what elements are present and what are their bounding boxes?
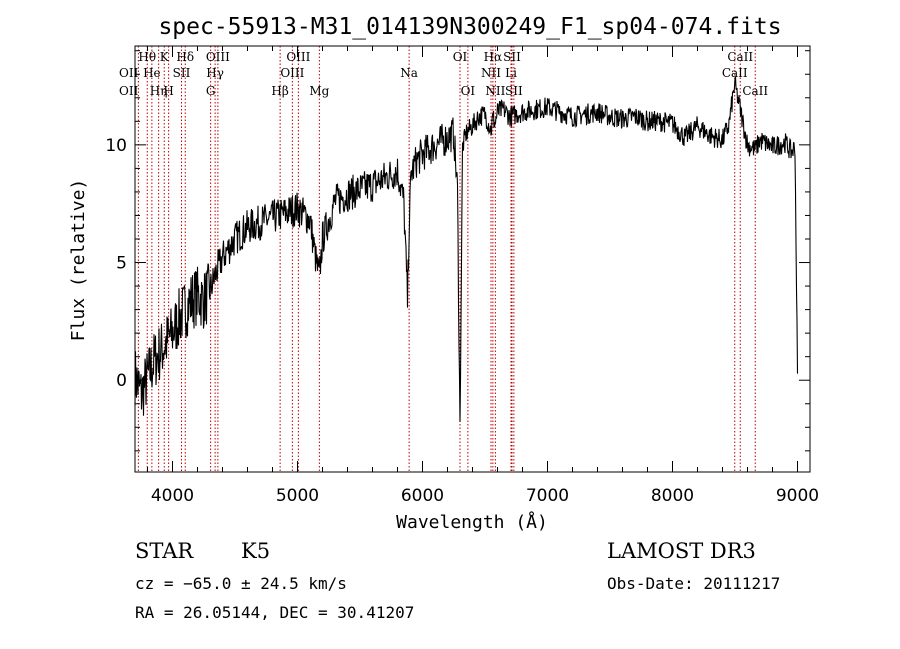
marker-label: NII bbox=[481, 66, 501, 80]
marker-label: SII bbox=[505, 84, 523, 98]
marker-label: Hγ bbox=[206, 66, 224, 80]
y-tick-label: 5 bbox=[116, 254, 127, 274]
marker-label: OIII bbox=[286, 50, 310, 64]
marker-label: Hθ bbox=[138, 50, 156, 64]
y-axis-label: Flux (relative) bbox=[68, 179, 89, 342]
axis-ticks bbox=[135, 46, 810, 472]
plot-frame bbox=[134, 45, 811, 473]
survey-name: LAMOST DR3 bbox=[607, 539, 756, 563]
x-tick-label: 5000 bbox=[276, 486, 319, 506]
marker-label: OII bbox=[119, 84, 139, 98]
x-tick-label: 6000 bbox=[401, 486, 444, 506]
marker-label: OIII bbox=[206, 50, 230, 64]
marker-label: NII bbox=[485, 84, 505, 98]
sky-coordinates: RA = 26.05144, DEC = 30.41207 bbox=[135, 603, 415, 622]
marker-label: Hβ bbox=[271, 84, 288, 98]
marker-label: SII bbox=[503, 50, 521, 64]
emission-line-markers bbox=[137, 46, 756, 472]
y-tick-label: 10 bbox=[105, 136, 127, 156]
marker-label: Hα bbox=[484, 50, 503, 64]
marker-label: OIII bbox=[280, 66, 304, 80]
observation-date: Obs-Date: 20111217 bbox=[607, 574, 781, 593]
marker-label: CaII bbox=[722, 66, 748, 80]
x-tick-label: 9000 bbox=[776, 486, 819, 506]
axis-tick-labels: 4000 5000 6000 7000 8000 9000 0 5 10 bbox=[105, 136, 819, 506]
marker-label: Li bbox=[505, 66, 517, 80]
emission-line-labels: OIIOIIHθHeHηKHSIIHδGOIIIHγHβOIIIOIIIMgNa… bbox=[119, 50, 768, 98]
object-class: STAR bbox=[135, 539, 194, 563]
marker-label: H bbox=[163, 84, 173, 98]
redshift-velocity: cz = −65.0 ± 24.5 km/s bbox=[135, 574, 347, 593]
marker-label: Hδ bbox=[176, 50, 194, 64]
marker-label: OI bbox=[461, 84, 476, 98]
object-subclass: K5 bbox=[241, 539, 271, 563]
marker-label: OII bbox=[119, 66, 139, 80]
spectrum-series-line bbox=[134, 76, 799, 423]
marker-label: SII bbox=[173, 66, 191, 80]
marker-label: He bbox=[143, 66, 161, 80]
marker-label: G bbox=[206, 84, 216, 98]
x-axis-label: Wavelength (Å) bbox=[396, 511, 548, 533]
x-tick-label: 4000 bbox=[151, 486, 194, 506]
marker-label: Mg bbox=[309, 84, 329, 98]
marker-label: CaII bbox=[727, 50, 753, 64]
marker-label: Na bbox=[400, 66, 418, 80]
marker-label: OI bbox=[453, 50, 468, 64]
marker-label: K bbox=[160, 50, 170, 64]
chart-title: spec-55913-M31_014139N300249_F1_sp04-074… bbox=[158, 14, 781, 40]
marker-label: Hη bbox=[150, 84, 168, 98]
x-tick-label: 8000 bbox=[651, 486, 694, 506]
marker-label: CaII bbox=[742, 84, 768, 98]
y-tick-label: 0 bbox=[116, 371, 127, 391]
x-tick-label: 7000 bbox=[526, 486, 569, 506]
